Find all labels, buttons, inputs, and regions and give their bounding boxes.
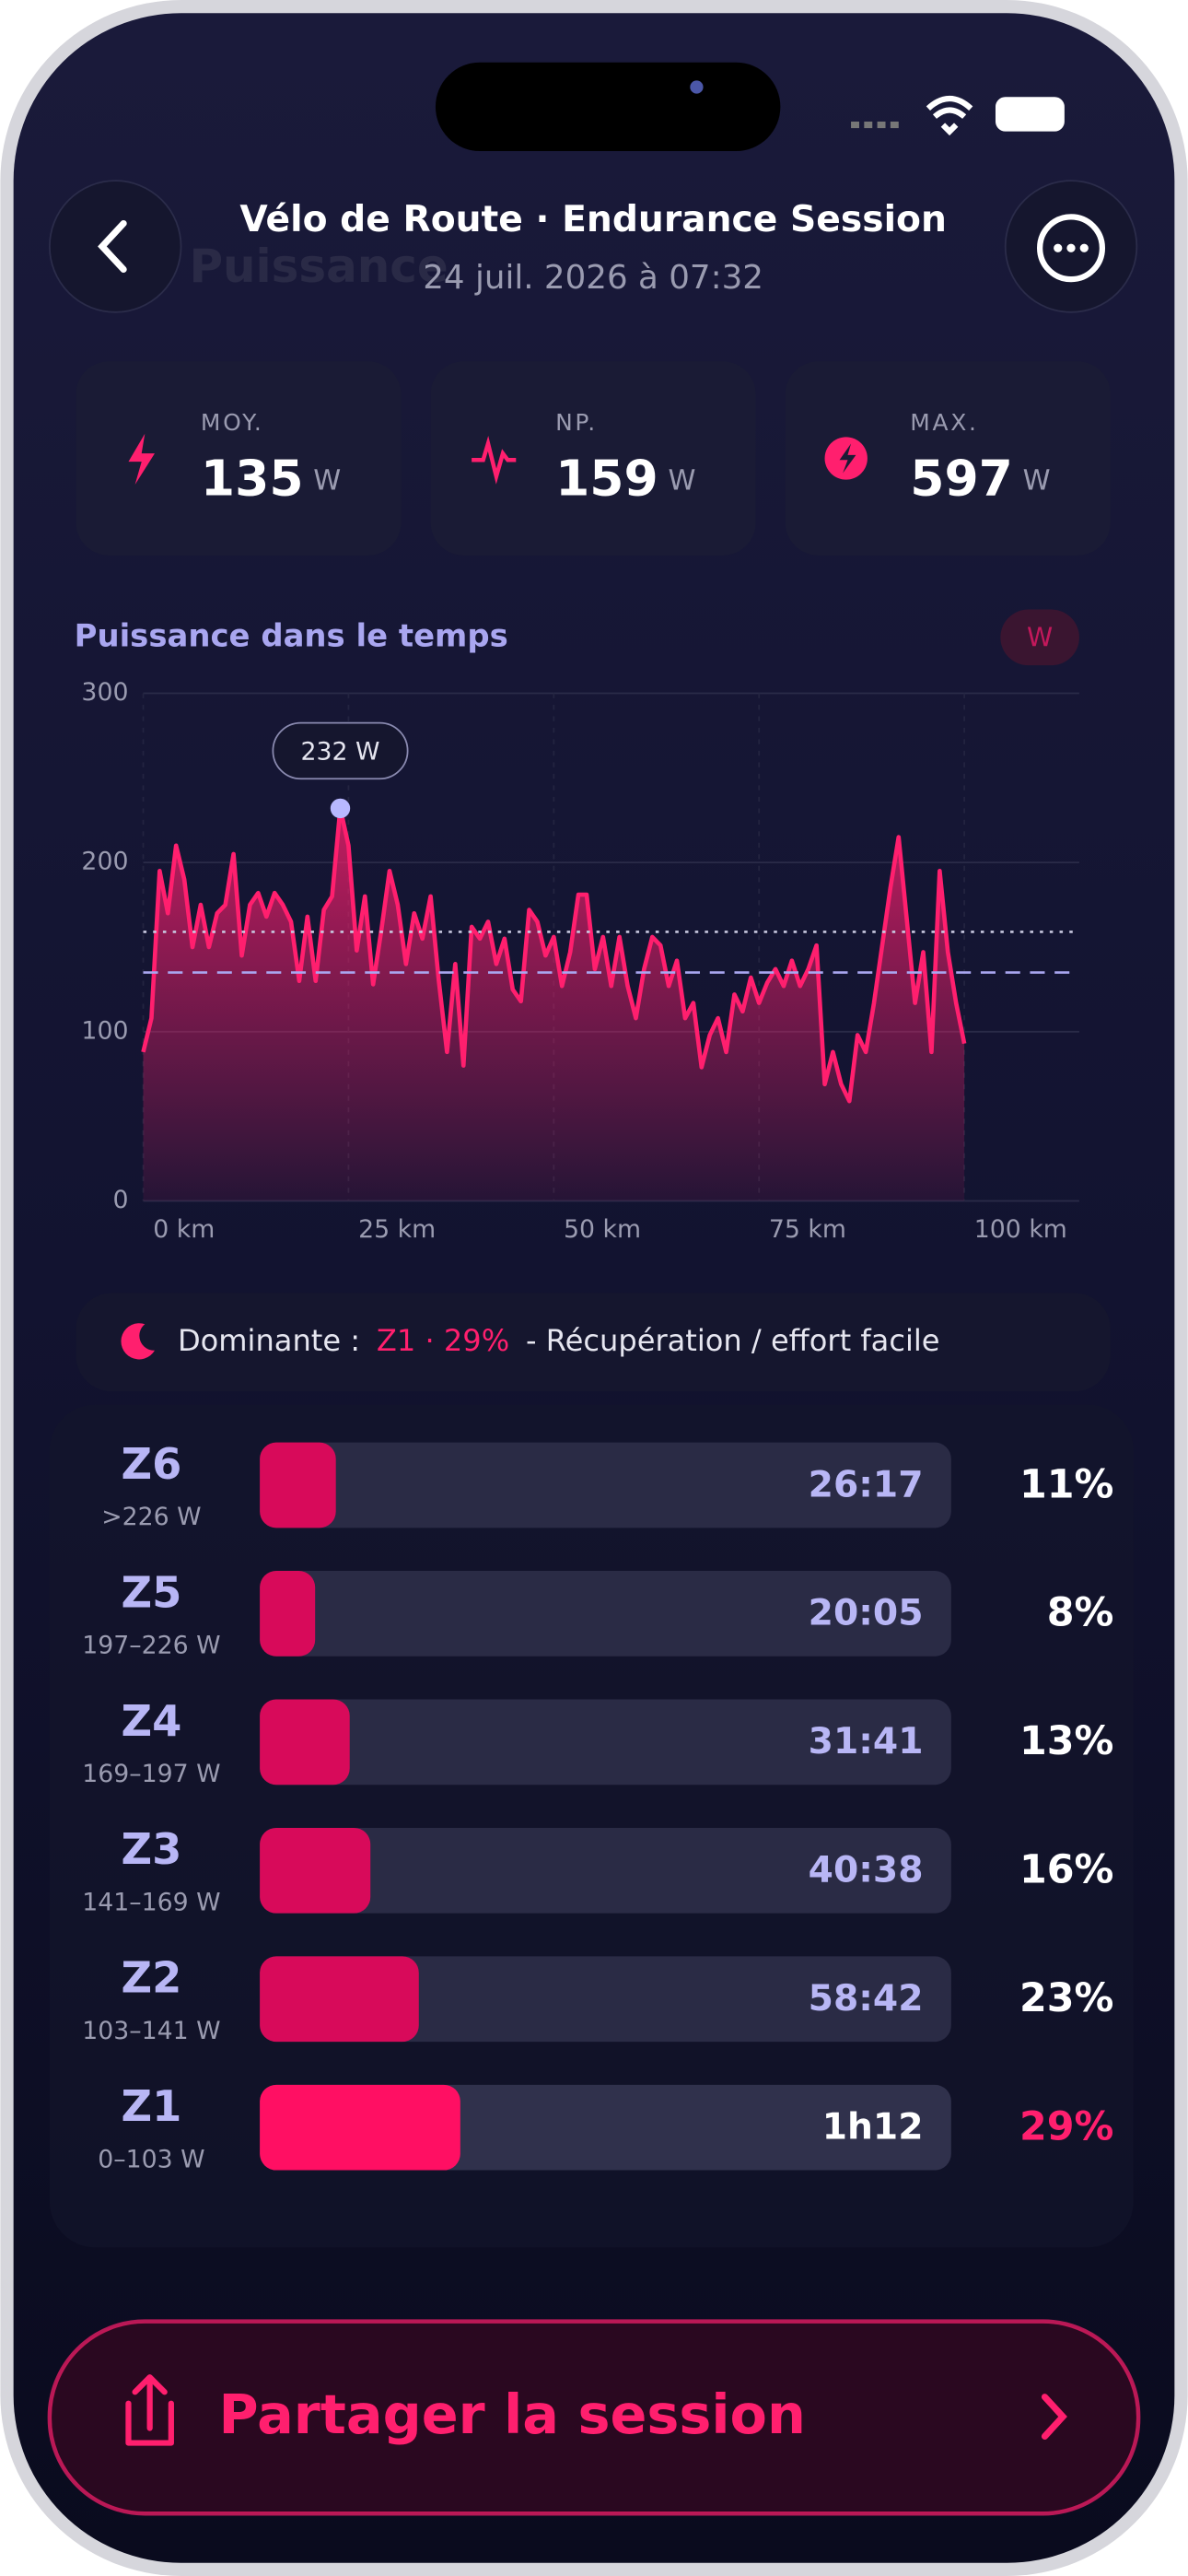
zone-range: 103–141 W — [82, 2017, 220, 2045]
x-tick-label: 50 km — [564, 1215, 641, 1244]
zone-percent: 13% — [1019, 1718, 1113, 1764]
share-icon — [125, 2374, 174, 2446]
stat-unit: W — [1023, 464, 1051, 497]
zone-bar — [260, 2084, 460, 2171]
stat-value: 597 W — [910, 449, 1050, 507]
unit-badge-text: W — [1027, 623, 1053, 653]
zone-name: Z4 — [122, 1696, 182, 1746]
zone-name: Z6 — [122, 1439, 182, 1489]
pulse-icon — [472, 436, 517, 485]
stat-number: 597 — [910, 449, 1013, 507]
zone-bar — [260, 1827, 371, 1914]
dominant-zone: Z1 · 29% — [377, 1323, 509, 1358]
stat-card — [430, 361, 756, 556]
x-tick-label: 0 km — [153, 1215, 215, 1244]
zone-range: 141–169 W — [82, 1888, 220, 1916]
peak-label: 232 W — [301, 737, 380, 766]
chart-title: Puissance dans le temps — [75, 617, 508, 653]
dominant-desc: - Récupération / effort facile — [526, 1323, 939, 1358]
zone-time: 1h12 — [822, 2106, 924, 2148]
subtitle: 24 juil. 2026 à 07:32 — [423, 259, 763, 297]
stat-label: NP. — [555, 409, 598, 436]
stat-label: MAX. — [910, 409, 978, 436]
zone-range: 169–197 W — [82, 1760, 220, 1788]
signal-icon — [851, 121, 899, 129]
bolt-icon — [128, 433, 156, 486]
more-icon — [1037, 214, 1106, 283]
power-line — [141, 806, 967, 1104]
back-icon — [98, 219, 127, 274]
chart: 0 100 200 300 0 km 25 km 50 km 75 km 100 km 232 W — [81, 678, 1079, 1244]
dominant-text: Dominante : Z1 · 29% - Récupération / effo… — [178, 1323, 940, 1358]
zone-track — [260, 1827, 951, 1914]
stat-card — [76, 361, 402, 556]
zone-track — [260, 1442, 951, 1528]
peak-pill — [272, 721, 409, 780]
stat-value: 159 W — [555, 449, 695, 507]
zone-name: Z3 — [122, 1824, 182, 1874]
power-area — [143, 808, 965, 1201]
zone-time: 58:42 — [809, 1978, 924, 2020]
stat-card — [785, 361, 1111, 556]
zone-time: 31:41 — [809, 1721, 924, 1762]
x-tick-label: 75 km — [769, 1215, 846, 1244]
stat-label: MOY. — [201, 409, 264, 436]
unit-badge — [1000, 609, 1079, 666]
more-dots — [1054, 243, 1089, 252]
zones: Z6 >226 W 26:17 11% Z5 197–226 W 20:05 8% Z4 169–… — [82, 1439, 1113, 2173]
zone-name: Z2 — [122, 1953, 182, 2003]
zone-percent: 11% — [1019, 1461, 1113, 1507]
zone-time: 26:17 — [809, 1464, 924, 1505]
zone-percent: 23% — [1019, 1975, 1113, 2021]
zone-track — [260, 1699, 951, 1786]
wifi-icon — [926, 95, 973, 136]
peak-dot — [330, 798, 351, 819]
zone-bar — [260, 1571, 316, 1657]
x-tick-label: 100 km — [974, 1215, 1067, 1244]
dominant-label: Dominante : — [178, 1323, 360, 1358]
y-tick-label: 0 — [112, 1186, 128, 1214]
dominant-box — [76, 1293, 1111, 1392]
zone-bar — [260, 1956, 419, 2043]
zone-bar — [260, 1699, 350, 1786]
zone-percent: 16% — [1019, 1847, 1113, 1893]
ghost-title: Puissance — [189, 240, 448, 293]
y-tick-label: 300 — [81, 678, 128, 707]
stat-unit: W — [313, 464, 341, 497]
zone-percent: 29% — [1019, 2103, 1113, 2149]
stat-number: 135 — [201, 449, 304, 507]
share-label: Partager la session — [219, 2383, 806, 2446]
stat-unit: W — [668, 464, 695, 497]
x-tick-label: 25 km — [358, 1215, 436, 1244]
zone-range: 0–103 W — [98, 2145, 204, 2173]
zone-percent: 8% — [1047, 1590, 1114, 1636]
zone-name: Z5 — [122, 1567, 182, 1617]
y-tick-label: 100 — [81, 1016, 128, 1045]
battery-icon — [995, 97, 1065, 132]
zone-track — [260, 1956, 951, 2043]
stat-number: 159 — [555, 449, 658, 507]
chevron-icon — [1041, 2394, 1067, 2440]
dynamic-island — [435, 62, 781, 152]
stat-value: 135 W — [201, 449, 341, 507]
zone-bar — [260, 1442, 336, 1528]
zone-range: >226 W — [101, 1503, 201, 1531]
zone-time: 40:38 — [809, 1850, 924, 1891]
stat-cards: MOY. NP. MAX. 135 W 159 W 597 W — [76, 361, 1111, 556]
zone-name: Z1 — [122, 2081, 182, 2131]
camera — [690, 80, 704, 94]
zone-track — [260, 1571, 951, 1657]
y-tick-label: 200 — [81, 848, 128, 876]
title: Vélo de Route · Endurance Session — [239, 199, 947, 240]
share-button[interactable] — [47, 2319, 1141, 2516]
moon-icon — [121, 1323, 156, 1360]
back-button[interactable] — [48, 180, 182, 313]
zone-range: 197–226 W — [82, 1632, 220, 1660]
zone-time: 20:05 — [809, 1593, 924, 1634]
max-icon-bolt — [839, 443, 856, 474]
